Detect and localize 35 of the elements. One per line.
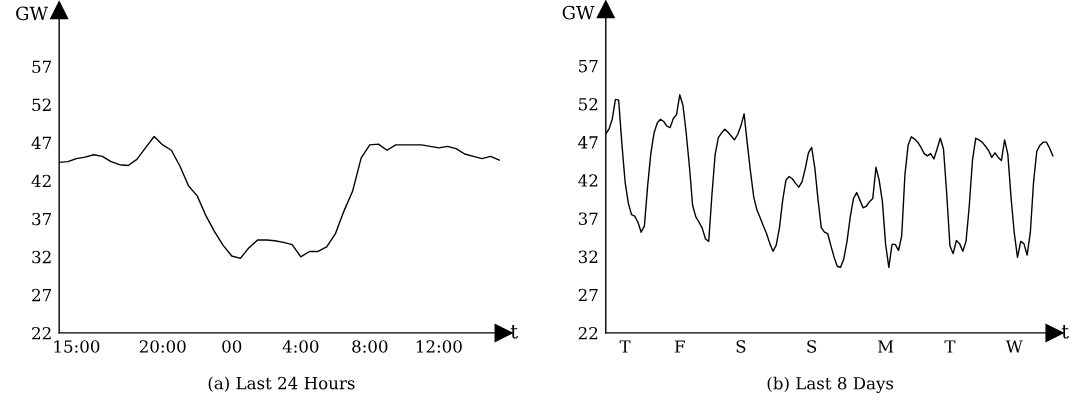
x-tick-label: T bbox=[619, 340, 631, 353]
y-tick-label: 37 bbox=[578, 212, 598, 226]
y-tick-label: 22 bbox=[578, 326, 598, 340]
text: (a) Last 24 Hours bbox=[208, 376, 355, 392]
y-tick-label: 42 bbox=[31, 174, 51, 187]
y-tick-label: 47 bbox=[31, 136, 52, 149]
x-tick-label: 20:00 bbox=[139, 340, 186, 353]
text: (b) Last 8 Days bbox=[767, 376, 894, 394]
x-tick-label: S bbox=[736, 340, 746, 353]
x-tick-label: 4:00 bbox=[282, 340, 319, 353]
x-tick-label: 8:00 bbox=[352, 340, 388, 353]
y-tick-label: 27 bbox=[578, 288, 598, 302]
x-tick-label: 12:00 bbox=[416, 340, 462, 353]
y-tick-label: 37 bbox=[32, 212, 52, 226]
y-tick-label: 47 bbox=[578, 136, 598, 149]
y-tick-label: 57 bbox=[32, 60, 52, 74]
y-tick-label: 57 bbox=[579, 59, 598, 73]
x-tick-label: 00 bbox=[222, 340, 242, 353]
y-axis-title: GW bbox=[562, 5, 595, 20]
y-tick-label: 42 bbox=[578, 174, 598, 187]
y-tick-label: 27 bbox=[32, 288, 52, 302]
x-tick-label: F bbox=[674, 340, 685, 353]
y-axis-title: GW bbox=[16, 6, 49, 21]
x-tick-label: W bbox=[1005, 340, 1023, 353]
x-axis-title: t bbox=[1061, 325, 1069, 339]
y-tick-label: 32 bbox=[32, 250, 51, 264]
y-tick-label: 22 bbox=[32, 326, 51, 340]
y-tick-label: 52 bbox=[579, 97, 598, 111]
x-axis-title: t bbox=[510, 325, 518, 339]
x-tick-label: M bbox=[877, 340, 894, 353]
x-tick-label: T bbox=[944, 340, 956, 353]
y-tick-label: 52 bbox=[32, 98, 51, 112]
y-tick-label: 32 bbox=[578, 250, 598, 264]
x-tick-label: 15:00 bbox=[54, 340, 100, 353]
x-tick-label: S bbox=[807, 340, 817, 353]
